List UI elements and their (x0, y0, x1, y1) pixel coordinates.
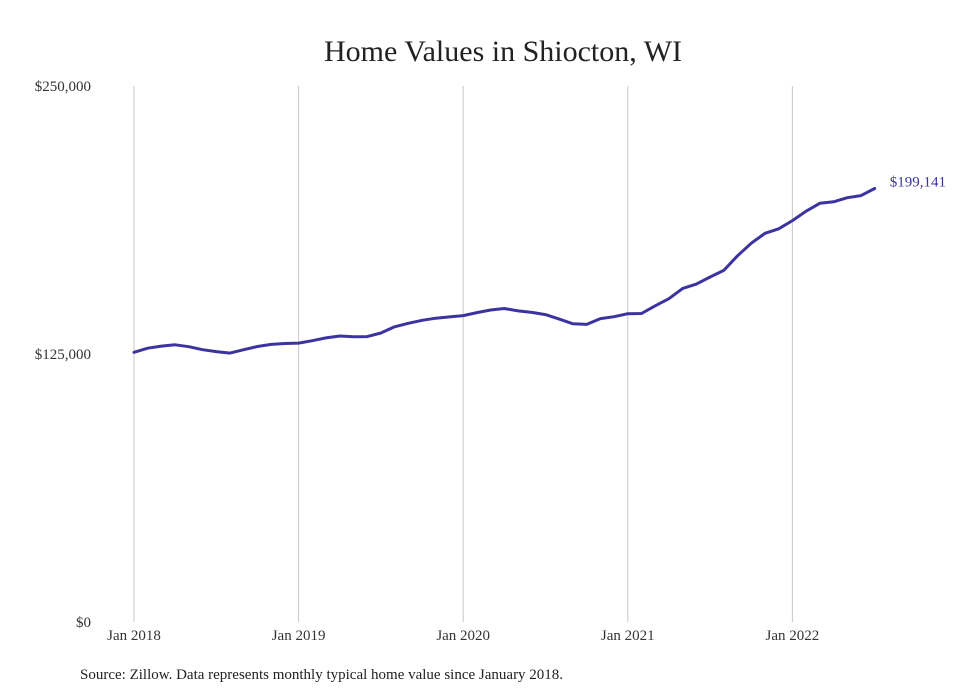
y-tick-label: $250,000 (35, 79, 91, 95)
y-tick-label: $0 (76, 615, 91, 631)
y-axis-ticks: $0 $125,000 $250,000 (35, 79, 91, 631)
gridlines (133, 86, 793, 622)
end-value-label: $199,141 (890, 174, 946, 190)
x-tick-label: Jan 2019 (272, 628, 326, 644)
x-tick-label: Jan 2018 (107, 628, 161, 644)
source-note: Source: Zillow. Data represents monthly … (80, 667, 564, 683)
chart-title: Home Values in Shiocton, WI (324, 35, 682, 68)
x-axis-ticks: Jan 2018 Jan 2019 Jan 2020 Jan 2021 Jan 2022 (107, 628, 819, 644)
x-tick-label: Jan 2021 (601, 628, 655, 644)
home-value-line (132, 187, 877, 355)
x-tick-label: Jan 2022 (766, 628, 820, 644)
y-tick-label: $125,000 (35, 347, 91, 363)
x-tick-label: Jan 2020 (436, 628, 490, 644)
